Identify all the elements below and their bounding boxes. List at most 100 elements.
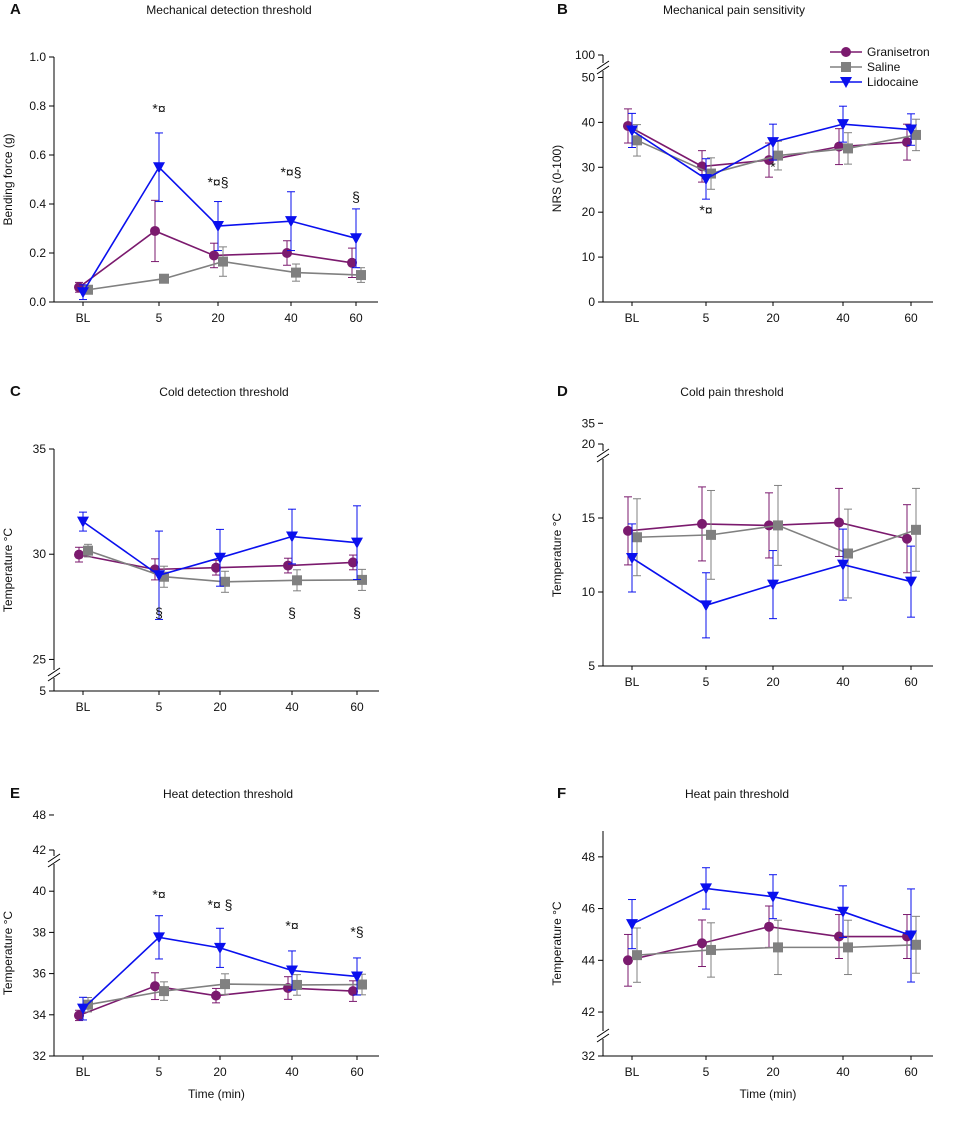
axis-break-gap bbox=[599, 63, 607, 71]
data-point bbox=[767, 891, 779, 903]
data-point bbox=[902, 533, 912, 544]
series-granisetron bbox=[623, 486, 912, 574]
legend-entry: Saline bbox=[830, 60, 901, 74]
data-point bbox=[764, 921, 774, 932]
x-tick-label: 60 bbox=[904, 675, 918, 689]
x-tick-label: 20 bbox=[766, 311, 780, 325]
data-point bbox=[773, 520, 783, 531]
data-point bbox=[764, 520, 774, 531]
series-lidocaine bbox=[77, 132, 362, 301]
data-point bbox=[837, 906, 849, 918]
data-point bbox=[291, 267, 301, 278]
x-axis-label: Time (min) bbox=[188, 1087, 245, 1101]
y-tick-label: 48 bbox=[582, 850, 596, 864]
panel-title: Mechanical pain sensitivity bbox=[663, 3, 805, 17]
y-tick-label: 10 bbox=[582, 585, 596, 599]
data-point bbox=[697, 938, 707, 949]
series-lidocaine bbox=[626, 867, 917, 983]
significance-mark: * bbox=[770, 158, 776, 174]
x-tick-label: BL bbox=[625, 1065, 640, 1079]
data-point bbox=[837, 559, 849, 571]
panel-d: D Cold pain threshold 5 10 15 20 35 BL 5 20 40 60 Te… bbox=[550, 383, 933, 689]
y-tick-label: 48 bbox=[33, 808, 47, 822]
legend-label: Granisetron bbox=[867, 45, 930, 59]
x-tick-label: 5 bbox=[156, 311, 163, 325]
data-point bbox=[626, 125, 638, 137]
y-tick-label: 38 bbox=[33, 925, 47, 939]
data-point bbox=[911, 939, 921, 950]
data-point bbox=[292, 575, 302, 586]
data-point bbox=[74, 1010, 84, 1021]
data-point bbox=[700, 173, 712, 185]
panel-b: B Mechanical pain sensitivity 0 10 20 30 40 50 1… bbox=[550, 1, 933, 325]
axis-break-gap bbox=[50, 670, 58, 678]
data-point bbox=[74, 549, 84, 560]
data-point bbox=[902, 137, 912, 148]
series-saline bbox=[632, 118, 921, 190]
data-point bbox=[351, 537, 363, 549]
series-saline bbox=[83, 246, 366, 295]
series-saline bbox=[632, 915, 921, 983]
legend-entry: Granisetron bbox=[830, 45, 930, 59]
y-tick-label: 35 bbox=[582, 416, 596, 430]
data-point bbox=[834, 517, 844, 528]
series-lidocaine bbox=[77, 915, 363, 1021]
x-tick-label: 60 bbox=[904, 1065, 918, 1079]
y-tick-label: 20 bbox=[582, 437, 596, 451]
y-tick-label: 15 bbox=[582, 511, 596, 525]
data-point bbox=[153, 570, 165, 582]
x-tick-label: BL bbox=[76, 1065, 91, 1079]
axis-break-gap bbox=[50, 856, 58, 864]
series-granisetron bbox=[74, 546, 358, 581]
data-point bbox=[351, 971, 363, 983]
panel-letter: F bbox=[557, 785, 566, 802]
data-point bbox=[356, 270, 366, 281]
y-tick-label: 32 bbox=[33, 1049, 47, 1063]
significance-mark: *¤ § bbox=[208, 897, 233, 913]
y-tick-label: 10 bbox=[582, 250, 596, 264]
x-tick-label: 5 bbox=[156, 1065, 163, 1079]
y-axis-label: Temperature °C bbox=[1, 911, 15, 995]
x-tick-label: BL bbox=[76, 311, 91, 325]
data-point bbox=[706, 529, 716, 540]
y-tick-label: 0.8 bbox=[29, 99, 46, 113]
legend-label: Saline bbox=[867, 60, 901, 74]
y-axis-label: Bending force (g) bbox=[1, 133, 15, 225]
y-tick-label: 0 bbox=[588, 295, 595, 309]
data-point bbox=[905, 124, 917, 136]
axis-break-mark bbox=[596, 65, 610, 75]
significance-mark: *¤ bbox=[699, 202, 712, 218]
data-point bbox=[357, 574, 367, 585]
data-point bbox=[347, 257, 357, 268]
data-point bbox=[767, 137, 779, 149]
x-tick-label: 5 bbox=[703, 311, 710, 325]
x-tick-label: 20 bbox=[211, 311, 225, 325]
x-tick-label: 40 bbox=[285, 700, 299, 714]
data-point bbox=[83, 545, 93, 556]
data-point bbox=[77, 287, 89, 299]
legend-marker bbox=[841, 47, 851, 57]
data-point bbox=[153, 932, 165, 944]
data-point bbox=[843, 548, 853, 559]
x-tick-label: 40 bbox=[284, 311, 298, 325]
data-point bbox=[632, 950, 642, 961]
data-point bbox=[773, 150, 783, 161]
data-point bbox=[626, 552, 638, 564]
data-point bbox=[150, 981, 160, 992]
data-point bbox=[209, 250, 219, 261]
data-point bbox=[706, 168, 716, 179]
y-tick-label: 5 bbox=[588, 659, 595, 673]
data-point bbox=[150, 225, 160, 236]
y-tick-label: 36 bbox=[33, 967, 47, 981]
x-tick-label: 60 bbox=[904, 311, 918, 325]
data-point bbox=[348, 986, 358, 997]
x-tick-label: 5 bbox=[703, 1065, 710, 1079]
y-tick-label: 44 bbox=[582, 953, 596, 967]
y-tick-label: 34 bbox=[33, 1008, 47, 1022]
x-tick-label: 40 bbox=[285, 1065, 299, 1079]
data-point bbox=[212, 221, 224, 233]
x-tick-label: BL bbox=[625, 311, 640, 325]
significance-mark: *§ bbox=[350, 924, 363, 940]
axis-break-mark bbox=[47, 853, 61, 863]
